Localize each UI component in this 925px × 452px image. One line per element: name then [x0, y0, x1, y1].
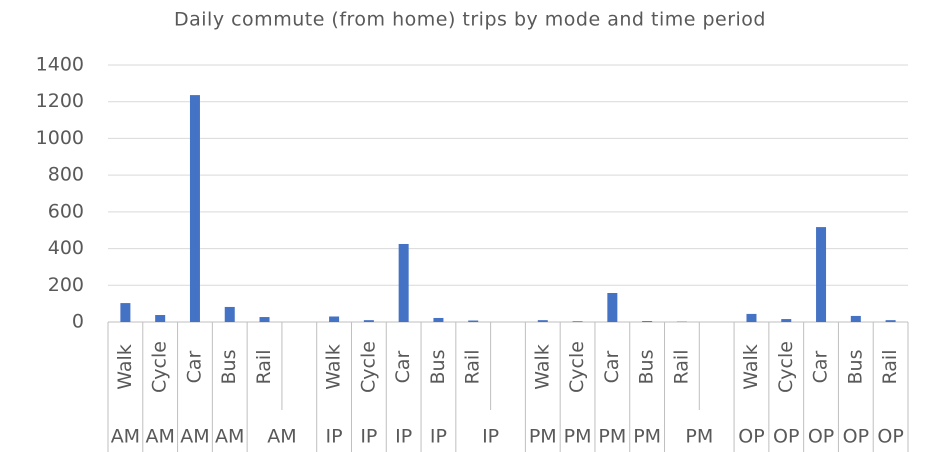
y-tick-label: 400	[48, 237, 84, 259]
group-label: AM	[145, 426, 174, 448]
bar	[329, 316, 340, 322]
x-tick-label: Rail	[253, 350, 275, 385]
y-tick-label: 1400	[36, 54, 84, 76]
x-tick-label: Bus	[218, 350, 240, 385]
x-tick-label: Cycle	[149, 341, 171, 393]
y-tick-label: 200	[48, 274, 84, 296]
group-label: PM	[685, 426, 713, 448]
group-label: IP	[430, 426, 447, 448]
bar	[537, 320, 548, 322]
x-tick-label: Car	[392, 350, 414, 383]
y-tick-label: 800	[48, 164, 84, 186]
y-tick-label: 600	[48, 200, 84, 222]
x-tick-label: Car	[183, 350, 205, 383]
x-tick-label: Bus	[427, 350, 449, 385]
x-tick-label: Car	[810, 350, 832, 383]
bar	[781, 319, 792, 322]
group-label: OP	[738, 426, 764, 448]
group-label: AM	[215, 426, 244, 448]
bar	[189, 95, 200, 322]
x-tick-label: Cycle	[566, 341, 588, 393]
group-label: IP	[326, 426, 343, 448]
group-label: PM	[564, 426, 592, 448]
group-label: IP	[360, 426, 377, 448]
bar	[259, 317, 270, 322]
group-label: OP	[773, 426, 799, 448]
bar	[363, 320, 374, 322]
group-label: PM	[598, 426, 626, 448]
bar	[642, 321, 653, 322]
chart-title: Daily commute (from home) trips by mode …	[174, 9, 766, 31]
x-tick-label: Rail	[879, 350, 901, 385]
bar	[572, 321, 583, 322]
y-tick-label: 1200	[36, 90, 84, 112]
bar	[224, 306, 235, 322]
group-label: PM	[633, 426, 661, 448]
bar	[468, 320, 479, 322]
x-tick-label: Cycle	[357, 341, 379, 393]
bar	[398, 243, 409, 322]
x-tick-label: Walk	[114, 344, 136, 390]
y-tick-label: 1000	[36, 127, 84, 149]
bar	[816, 227, 827, 322]
group-label: IP	[395, 426, 412, 448]
group-label: AM	[180, 426, 209, 448]
group-label: AM	[267, 426, 296, 448]
bar	[120, 303, 131, 322]
x-tick-label: Cycle	[775, 341, 797, 393]
group-label: AM	[111, 426, 140, 448]
group-label: PM	[529, 426, 557, 448]
group-label: OP	[808, 426, 834, 448]
bar	[155, 315, 166, 322]
x-tick-label: Car	[601, 350, 623, 383]
x-tick-label: Walk	[323, 344, 345, 390]
bar	[885, 320, 896, 322]
bar	[746, 313, 757, 322]
x-tick-label: Bus	[636, 350, 658, 385]
group-label: OP	[843, 426, 869, 448]
group-label: IP	[482, 426, 499, 448]
y-tick-label: 0	[72, 311, 84, 333]
x-tick-label: Rail	[670, 350, 692, 385]
bar	[433, 317, 444, 322]
x-tick-label: Rail	[462, 350, 484, 385]
x-tick-label: Walk	[740, 344, 762, 390]
x-tick-label: Bus	[844, 350, 866, 385]
bar	[607, 292, 618, 322]
x-tick-label: Walk	[531, 344, 553, 390]
group-label: OP	[877, 426, 903, 448]
bar	[850, 315, 861, 322]
